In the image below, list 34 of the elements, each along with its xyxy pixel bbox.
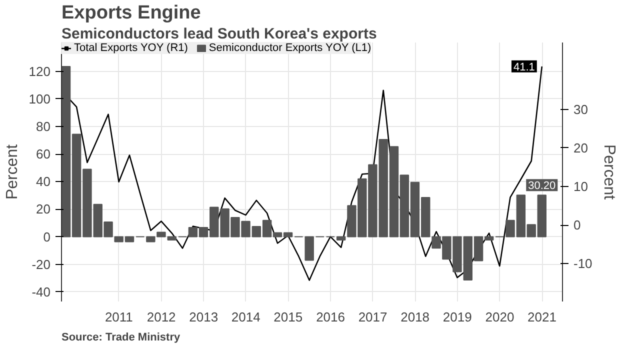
x-tick-label: 2012 (146, 310, 176, 324)
y-tick-label: 100 (28, 91, 51, 106)
y2-tick-label: 10 (574, 178, 588, 194)
y-tick-label: 60 (36, 146, 51, 162)
x-tick-label: 2021 (528, 310, 556, 324)
y-tick-label: 0 (43, 229, 51, 244)
y-tick-label: 120 (28, 64, 51, 79)
source-note: Source: Trade Ministry (62, 332, 181, 344)
y-tick-label: 40 (36, 174, 51, 190)
y-tick-label: -40 (32, 284, 51, 300)
x-tick-label: 2016 (316, 310, 345, 324)
x-tick-label: 2015 (274, 310, 303, 324)
x-tick-label: 2011 (104, 310, 133, 324)
y-tick-label: 80 (36, 119, 51, 134)
x-tick-label: 2013 (189, 310, 218, 324)
chart-title: Exports Engine (62, 2, 201, 24)
y-tick-label: -20 (32, 256, 51, 272)
chart-subtitle: Semiconductors lead South Korea's exports (62, 26, 377, 42)
data-label: 41.1 (513, 61, 535, 74)
y-axis-title: Percent (4, 144, 21, 200)
legend-label: Total Exports YOY (R1) (74, 42, 188, 54)
y2-tick-label: 0 (574, 218, 581, 233)
x-tick-label: 2020 (485, 310, 514, 324)
data-label: 30.20 (528, 180, 556, 192)
y-tick-label: 20 (36, 202, 51, 217)
x-tick-label: 2017 (358, 310, 388, 324)
x-tick-label: 2014 (231, 310, 260, 324)
x-tick-label: 2019 (442, 310, 472, 324)
legend-label: Semiconductor Exports YOY (L1) (208, 42, 372, 54)
y2-axis-title: Percent (600, 144, 618, 200)
x-tick-label: 2018 (400, 310, 430, 324)
y2-tick-label: 20 (574, 140, 588, 156)
y2-tick-label: 30 (574, 102, 588, 117)
y2-tick-label: -10 (574, 256, 592, 272)
